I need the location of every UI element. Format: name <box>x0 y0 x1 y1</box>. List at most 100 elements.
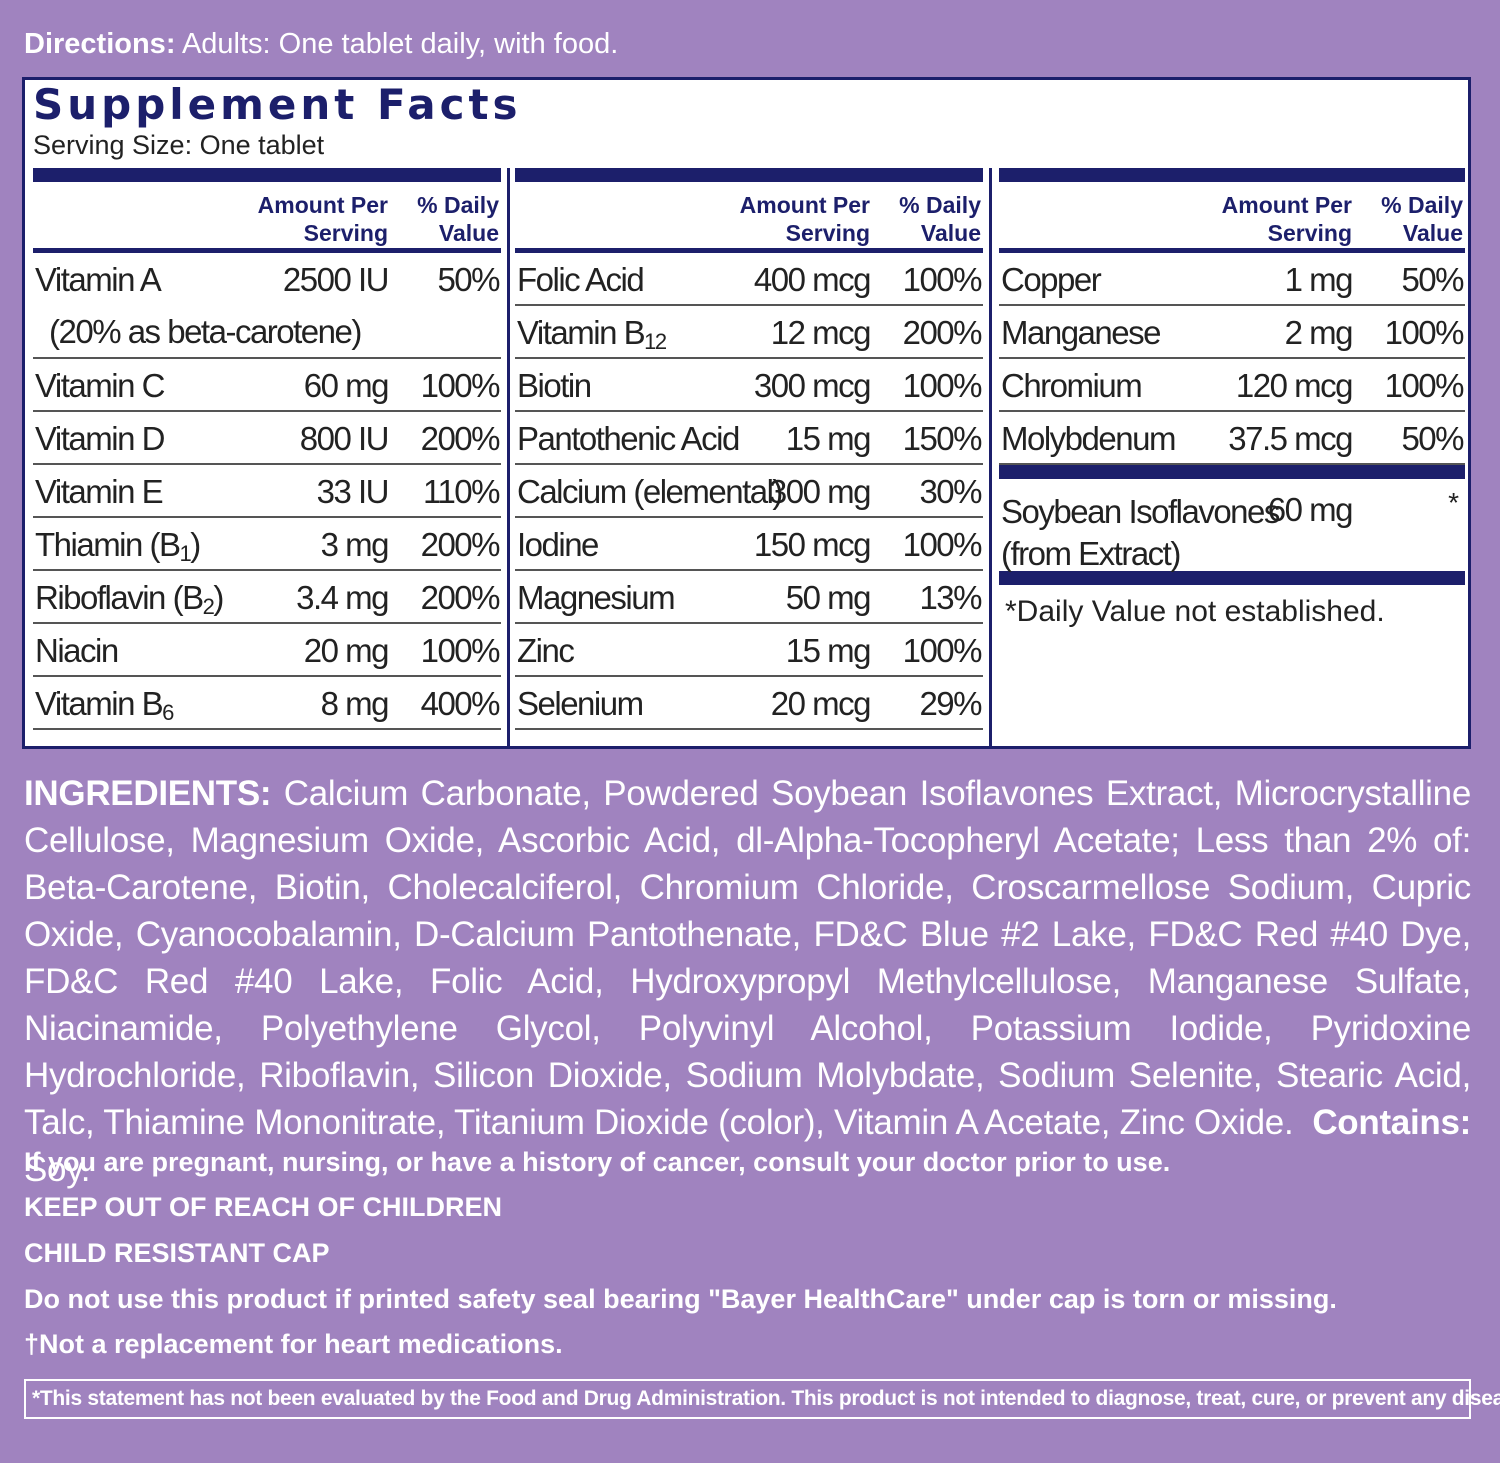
nutrient-daily-value: 50% <box>437 261 500 298</box>
nutrient-row: Vitamin B12 12 mcg 200% <box>515 306 983 359</box>
nutrient-name: Calcium (elemental) <box>517 473 783 510</box>
nutrient-row: Folic Acid 400 mcg 100% <box>515 253 983 306</box>
nutrient-row: Thiamin (B1) 3 mg 200% <box>33 518 501 571</box>
nutrient-amount: 3.4 mg <box>296 579 389 616</box>
nutrient-name: Vitamin C <box>35 367 165 404</box>
nutrient-daily-value: 200% <box>420 420 501 457</box>
nutrient-row: Manganese 2 mg 100% <box>999 306 1465 359</box>
facts-column-3: Amount Per Serving % Daily Value Copper 1 mg 5… <box>999 168 1465 628</box>
nutrient-daily-value: 100% <box>902 261 983 298</box>
soy-isoflavones-row: Soybean Isoflavones (from Extract) 60 mg * <box>999 479 1465 572</box>
nutrient-name: Magnesium <box>517 579 676 616</box>
amount-per-serving-header: Amount Per Serving <box>257 192 388 246</box>
nutrient-row: Riboflavin (B2) 3.4 mg 200% <box>33 571 501 624</box>
nutrient-daily-value: 100% <box>902 632 983 669</box>
nutrient-name: Pantothenic Acid <box>517 420 740 457</box>
nutrient-daily-value: 100% <box>902 526 983 563</box>
nutrient-name: Chromium <box>1001 367 1143 404</box>
nutrient-row: Molybdenum 37.5 mcg 50% <box>999 412 1465 465</box>
nutrient-daily-value: 150% <box>902 420 983 457</box>
nutrient-row: Biotin 300 mcg 100% <box>515 359 983 412</box>
nutrient-row: Magnesium 50 mg 13% <box>515 571 983 624</box>
pregnancy-warning: If you are pregnant, nursing, or have a … <box>24 1147 1171 1177</box>
nutrient-name: Riboflavin (B2) <box>35 579 224 619</box>
nutrient-row: Vitamin C 60 mg 100% <box>33 359 501 412</box>
nutrient-daily-value: 100% <box>420 632 501 669</box>
directions-label: Directions: <box>24 28 176 60</box>
ingredients-text: Calcium Carbonate, Powdered Soybean Isof… <box>24 774 1471 1142</box>
nutrient-name: Thiamin (B1) <box>35 526 201 566</box>
nutrient-row: Iodine 150 mcg 100% <box>515 518 983 571</box>
nutrient-row: Niacin 20 mg 100% <box>33 624 501 677</box>
nutrient-amount: 12 mcg <box>770 314 872 351</box>
nutrient-amount: 2 mg <box>1284 314 1354 351</box>
nutrient-amount: 400 mcg <box>753 261 872 298</box>
nutrient-row: Selenium 20 mcg 29% <box>515 677 983 730</box>
serving-size: Serving Size: One tablet <box>33 130 325 160</box>
nutrient-name: Vitamin D <box>35 420 165 457</box>
nutrient-amount: 300 mg <box>768 473 872 510</box>
directions-text: Adults: One tablet daily, with food. <box>181 28 619 60</box>
soy-amount: 60 mg <box>1267 491 1354 528</box>
header-bar <box>33 168 501 182</box>
nutrient-name: Vitamin E <box>35 473 164 510</box>
nutrient-note: (20% as beta-carotene) <box>49 313 362 350</box>
daily-value-header: % Daily Value <box>1381 192 1463 246</box>
nutrient-name: Manganese <box>1001 314 1161 351</box>
header-bar <box>999 168 1465 182</box>
child-cap-warning: CHILD RESISTANT CAP <box>24 1238 330 1268</box>
amount-per-serving-header: Amount Per Serving <box>739 192 870 246</box>
ingredients-label: INGREDIENTS: <box>24 774 272 813</box>
soy-daily-value: * <box>1448 487 1459 518</box>
nutrient-amount: 50 mg <box>785 579 872 616</box>
section-bar <box>999 571 1465 585</box>
nutrient-row: Calcium (elemental) 300 mg 30% <box>515 465 983 518</box>
nutrient-daily-value: 100% <box>1384 367 1465 404</box>
nutrient-daily-value: 200% <box>420 526 501 563</box>
contains-text: Soy. <box>24 1150 91 1189</box>
nutrient-daily-value: 13% <box>919 579 982 616</box>
nutrient-amount: 1 mg <box>1284 261 1354 298</box>
nutrient-row: Vitamin A 2500 IU 50% (20% as beta-carotene… <box>33 253 501 359</box>
nutrient-amount: 20 mg <box>303 632 390 669</box>
nutrient-daily-value: 110% <box>423 473 500 510</box>
nutrient-row: Copper 1 mg 50% <box>999 253 1465 306</box>
seal-warning: Do not use this product if printed safet… <box>24 1284 1337 1314</box>
nutrient-amount: 60 mg <box>303 367 390 404</box>
daily-value-footnote: *Daily Value not established. <box>1005 595 1385 628</box>
column-header: Amount Per Serving % Daily Value <box>999 182 1465 253</box>
nutrient-name: Copper <box>1001 261 1102 298</box>
nutrient-amount: 800 IU <box>299 420 390 457</box>
nutrient-daily-value: 100% <box>902 367 983 404</box>
nutrient-amount: 2500 IU <box>282 261 390 298</box>
keep-out-warning: KEEP OUT OF REACH OF CHILDREN <box>24 1192 503 1222</box>
facts-title: Supplement Facts <box>33 80 522 129</box>
directions: Directions: Adults: One tablet daily, wi… <box>24 28 618 61</box>
nutrient-amount: 8 mg <box>320 685 390 722</box>
column-header: Amount Per Serving % Daily Value <box>515 182 983 253</box>
heart-warning: †Not a replacement for heart medications… <box>24 1329 563 1359</box>
supplement-facts-panel: Supplement Facts Serving Size: One table… <box>22 77 1471 749</box>
nutrient-amount: 20 mcg <box>770 685 872 722</box>
header-bar <box>515 168 983 182</box>
ingredients: INGREDIENTS: Calcium Carbonate, Powdered… <box>24 770 1471 1193</box>
facts-column-2: Amount Per Serving % Daily Value Folic Acid 4… <box>515 168 983 730</box>
nutrient-daily-value: 100% <box>1384 314 1465 351</box>
nutrient-amount: 120 mcg <box>1235 367 1354 404</box>
fda-disclaimer: *This statement has not been evaluated b… <box>24 1379 1500 1419</box>
nutrient-amount: 15 mg <box>785 632 872 669</box>
nutrient-name: Selenium <box>517 685 644 722</box>
column-divider <box>989 168 992 748</box>
column-header: Amount Per Serving % Daily Value <box>33 182 501 253</box>
section-bar <box>999 465 1465 479</box>
nutrient-row: Vitamin D 800 IU 200% <box>33 412 501 465</box>
nutrient-row: Pantothenic Acid 15 mg 150% <box>515 412 983 465</box>
contains-label: Contains: <box>1312 1103 1471 1142</box>
nutrient-name: Iodine <box>517 526 599 563</box>
soy-name: Soybean Isoflavones (from Extract) <box>1001 493 1280 572</box>
nutrient-row: Vitamin E 33 IU 110% <box>33 465 501 518</box>
nutrient-amount: 37.5 mcg <box>1228 420 1353 457</box>
nutrient-daily-value: 29% <box>919 685 982 722</box>
nutrient-name: Folic Acid <box>517 261 645 298</box>
nutrient-row: Vitamin B6 8 mg 400% <box>33 677 501 730</box>
